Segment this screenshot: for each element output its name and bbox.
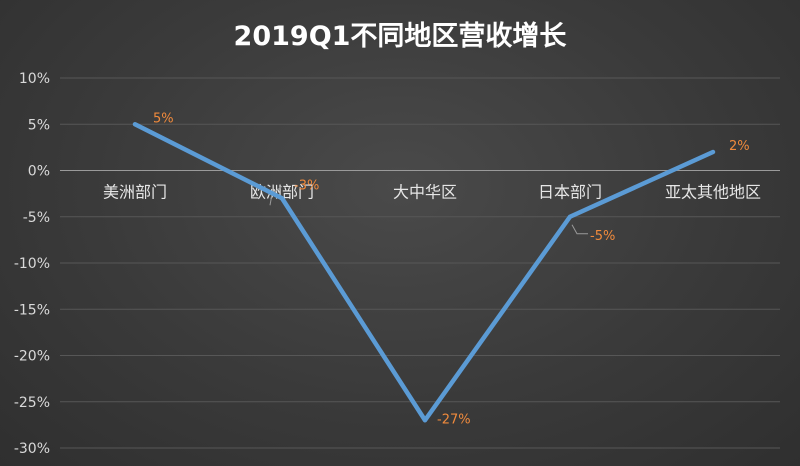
x-category-label: 日本部门: [538, 183, 602, 202]
y-tick-label: -30%: [14, 441, 50, 457]
x-category-label: 亚太其他地区: [665, 183, 761, 202]
y-tick-label: -15%: [14, 302, 50, 318]
label-leader-line: [571, 224, 588, 235]
data-label: -3%: [294, 178, 319, 193]
y-tick-label: -25%: [14, 395, 50, 411]
gridlines: [60, 77, 780, 449]
series-line: [132, 122, 716, 423]
y-tick-label: -5%: [23, 210, 50, 226]
data-label: -27%: [437, 412, 471, 427]
y-tick-label: 10%: [19, 71, 50, 87]
y-tick-label: 5%: [28, 117, 50, 133]
y-tick-label: -10%: [14, 256, 50, 272]
x-category-label: 欧洲部门: [250, 183, 314, 202]
x-category-label: 美洲部门: [103, 183, 167, 202]
y-axis-ticks: 10% 5% 0% -5% -10% -15% -20% -25% -30%: [14, 71, 50, 457]
x-category-label: 大中华区: [393, 183, 457, 202]
y-tick-label: 0%: [28, 164, 50, 180]
data-label: 2%: [729, 139, 750, 154]
x-axis-categories: 美洲部门 欧洲部门 大中华区 日本部门 亚太其他地区: [103, 183, 761, 202]
series: [132, 122, 716, 423]
chart-title: 2019Q1不同地区营收增长: [234, 20, 568, 52]
data-labels: 5% -3% -27% -5% 2%: [153, 111, 750, 427]
y-tick-label: -20%: [14, 349, 50, 365]
data-label: 5%: [153, 111, 174, 126]
data-label: -5%: [590, 229, 615, 244]
